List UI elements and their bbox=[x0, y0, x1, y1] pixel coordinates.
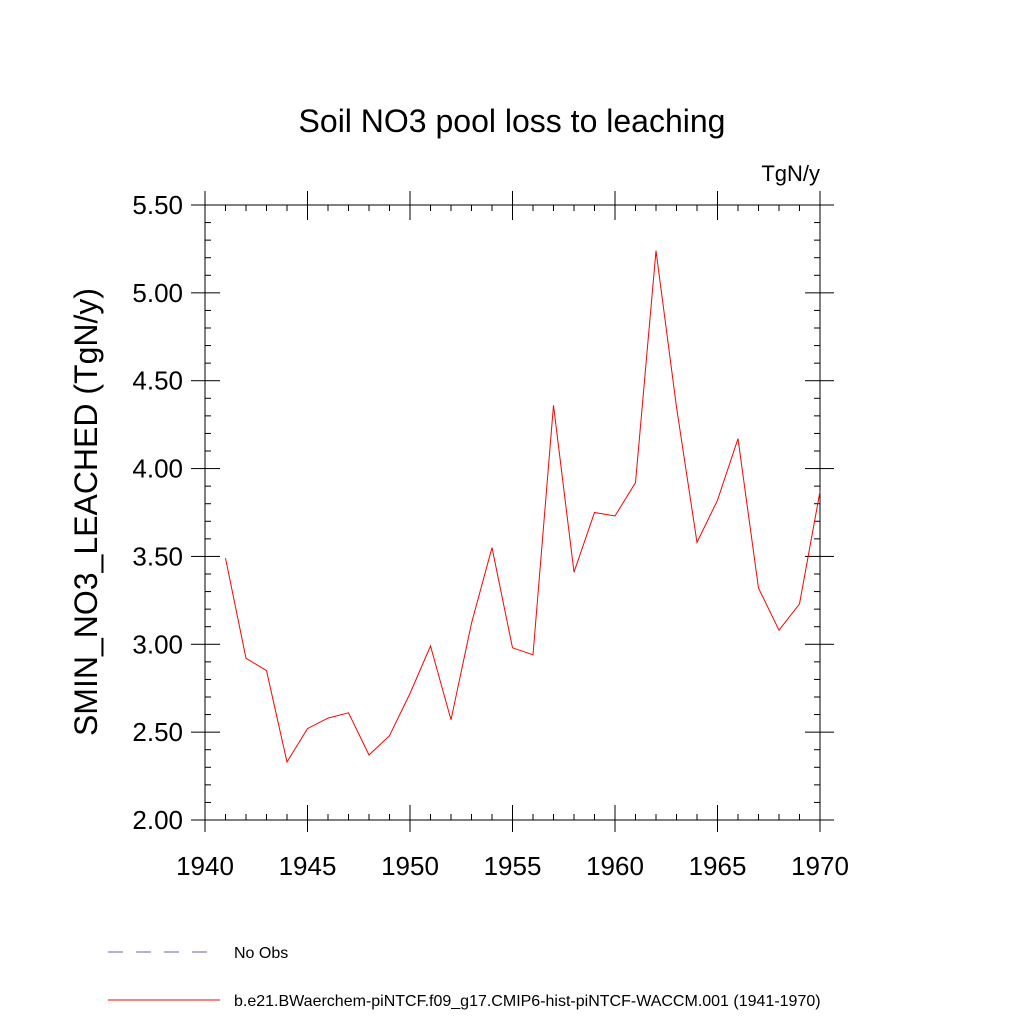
series-line bbox=[225, 250, 821, 764]
legend-label: b.e21.BWaerchem-piNTCF.f09_g17.CMIP6-his… bbox=[234, 993, 821, 1010]
y-tick-label: 2.00 bbox=[132, 805, 183, 835]
x-tick-label: 1945 bbox=[279, 851, 337, 881]
legend: No Obs b.e21.BWaerchem-piNTCF.f09_g17.CMI… bbox=[108, 945, 821, 1010]
y-axis-label: SMIN_NO3_LEACHED (TgN/y) bbox=[68, 288, 104, 736]
legend-label: No Obs bbox=[234, 945, 288, 962]
units-label: TgN/y bbox=[761, 161, 820, 186]
y-tick-label: 2.50 bbox=[132, 717, 183, 747]
x-tick-label: 1960 bbox=[586, 851, 644, 881]
y-tick-label: 3.50 bbox=[132, 541, 183, 571]
x-tick-label: 1965 bbox=[689, 851, 747, 881]
y-tick-label: 5.00 bbox=[132, 278, 183, 308]
chart-title: Soil NO3 pool loss to leaching bbox=[299, 103, 726, 139]
x-tick-label: 1950 bbox=[381, 851, 439, 881]
x-tick-label: 1955 bbox=[484, 851, 542, 881]
x-tick-label: 1940 bbox=[176, 851, 234, 881]
axis-tick-labels: 1940 1945 1950 1955 1960 1965 1970 2.00 2.50 3.00… bbox=[132, 190, 849, 881]
plot-frame bbox=[204, 204, 821, 821]
axis-ticks bbox=[191, 191, 834, 832]
series-layer bbox=[225, 250, 821, 764]
y-tick-label: 3.00 bbox=[132, 629, 183, 659]
y-tick-label: 4.50 bbox=[132, 366, 183, 396]
x-tick-label: 1970 bbox=[791, 851, 849, 881]
y-tick-label: 5.50 bbox=[132, 190, 183, 220]
y-tick-label: 4.00 bbox=[132, 454, 183, 484]
